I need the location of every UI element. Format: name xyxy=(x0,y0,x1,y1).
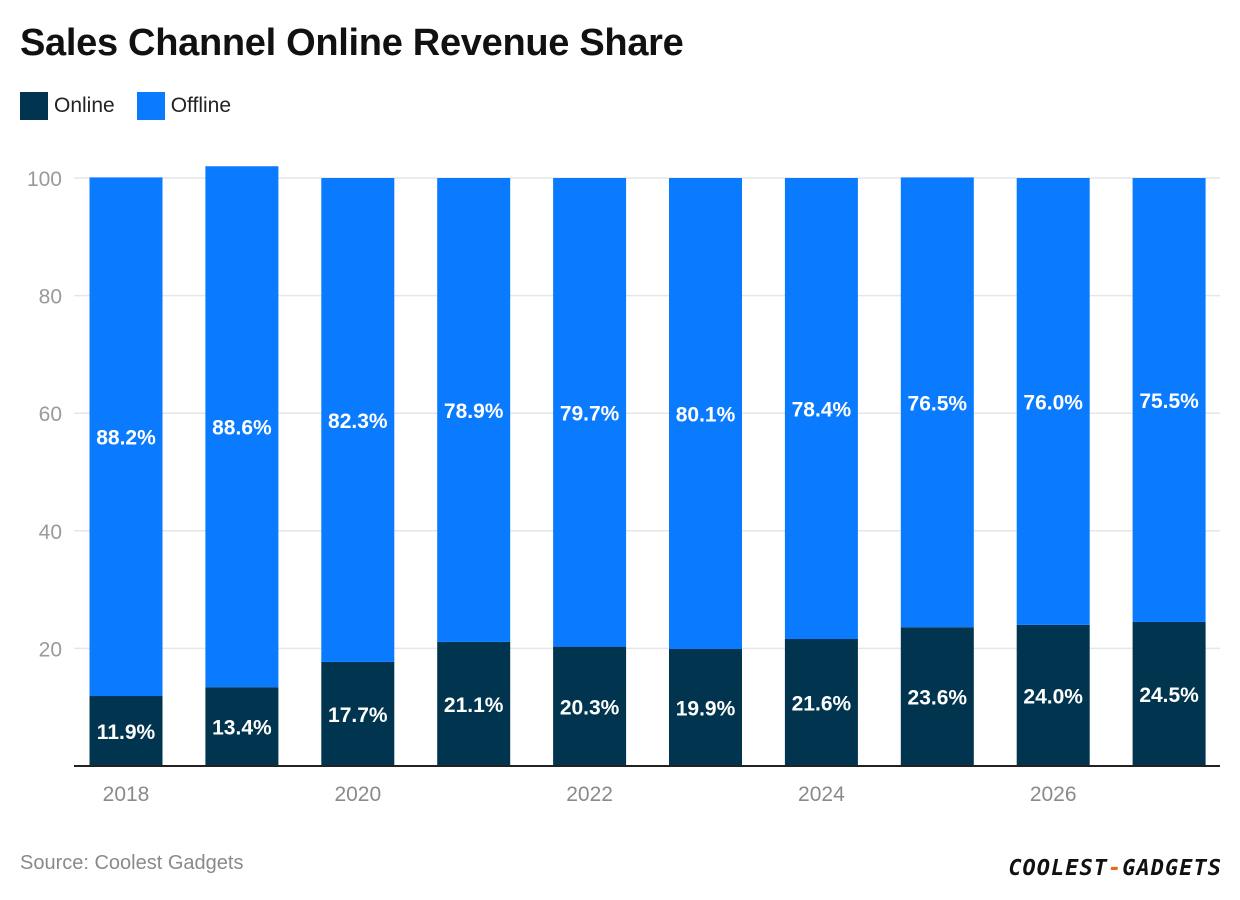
legend-label-offline: Offline xyxy=(170,94,232,117)
bar-online-2022 xyxy=(553,646,627,766)
bar-offline-2023 xyxy=(669,178,742,649)
bar-offline-2027 xyxy=(1132,178,1206,622)
legend: Online Offline xyxy=(20,92,253,120)
y-tick-label: 100 xyxy=(27,168,62,191)
data-label-offline: 79.7% xyxy=(560,402,620,425)
legend-swatch-online xyxy=(20,92,48,120)
bar-offline-2026 xyxy=(1016,178,1090,625)
x-tick-label: 2026 xyxy=(1030,783,1077,806)
data-label-online: 19.9% xyxy=(676,697,736,720)
bar-offline-2025 xyxy=(900,177,974,628)
logo-text-right: GADGETS xyxy=(1122,856,1222,881)
x-tick-label: 2020 xyxy=(334,783,381,806)
x-tick-label: 2022 xyxy=(566,783,613,806)
logo-dash: - xyxy=(1108,856,1123,881)
data-label-offline: 80.1% xyxy=(676,403,736,426)
data-label-online: 24.5% xyxy=(1139,684,1199,707)
brand-logo: COOLEST-GADGETS xyxy=(1008,856,1222,881)
x-tick-label: 2024 xyxy=(798,783,845,806)
bar-offline-2024 xyxy=(784,178,858,639)
data-label-offline: 78.9% xyxy=(444,400,504,423)
data-label-online: 24.0% xyxy=(1023,685,1083,708)
y-tick-label: 80 xyxy=(39,286,62,309)
data-label-offline: 76.0% xyxy=(1023,391,1083,414)
legend-item-offline: Offline xyxy=(136,92,232,120)
data-label-online: 21.6% xyxy=(792,692,852,715)
data-label-online: 11.9% xyxy=(97,721,156,744)
data-label-offline: 76.5% xyxy=(908,392,968,415)
data-label-online: 13.4% xyxy=(212,717,272,740)
data-label-online: 23.6% xyxy=(908,687,968,710)
data-label-offline: 88.6% xyxy=(212,417,272,440)
y-tick-label: 20 xyxy=(39,638,62,661)
data-label-offline: 82.3% xyxy=(328,410,388,433)
data-label-offline: 78.4% xyxy=(792,398,852,421)
bar-online-2019 xyxy=(205,687,279,766)
data-label-online: 20.3% xyxy=(560,696,620,719)
y-tick-label: 60 xyxy=(39,403,62,426)
bar-offline-2020 xyxy=(321,178,395,662)
data-label-offline: 75.5% xyxy=(1139,390,1199,413)
bar-offline-2019 xyxy=(205,166,279,688)
bar-online-2027 xyxy=(1132,621,1206,766)
bar-online-2026 xyxy=(1016,624,1090,766)
data-label-online: 17.7% xyxy=(328,704,388,727)
x-tick-label: 2018 xyxy=(103,783,150,806)
legend-label-online: Online xyxy=(54,94,115,117)
logo-text-left: COOLEST xyxy=(1008,856,1109,881)
legend-swatch-offline xyxy=(136,92,165,120)
bar-offline-2018 xyxy=(89,177,163,697)
data-label-offline: 88.2% xyxy=(96,427,156,450)
bar-online-2025 xyxy=(900,627,974,766)
bar-offline-2022 xyxy=(553,178,627,647)
legend-item-online: Online xyxy=(20,92,115,120)
y-tick-label: 40 xyxy=(39,521,62,544)
bar-online-2024 xyxy=(784,638,858,766)
bar-online-2018 xyxy=(89,696,163,766)
bar-online-2023 xyxy=(669,648,742,766)
chart-title: Sales Channel Online Revenue Share xyxy=(20,22,684,64)
bar-online-2021 xyxy=(437,641,511,766)
bar-offline-2021 xyxy=(437,178,511,642)
data-label-online: 21.1% xyxy=(444,694,504,717)
bar-online-2020 xyxy=(321,661,395,766)
source-note: Source: Coolest Gadgets xyxy=(20,852,244,874)
